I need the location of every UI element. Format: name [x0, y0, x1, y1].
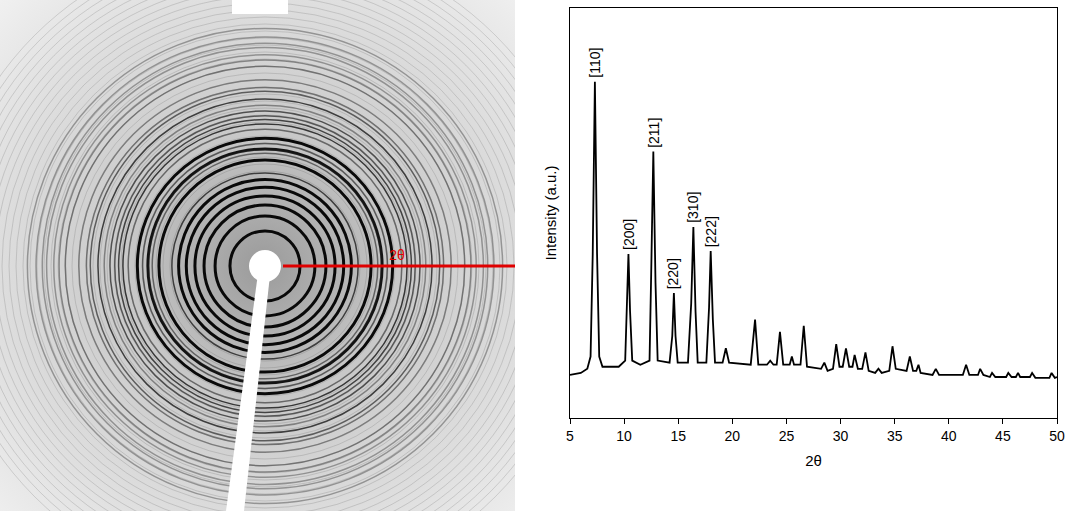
svg-text:50: 50: [1049, 428, 1065, 444]
svg-text:[211]: [211]: [646, 118, 662, 148]
svg-text:[220]: [220]: [665, 258, 681, 289]
svg-text:30: 30: [833, 428, 849, 444]
svg-text:20: 20: [725, 428, 741, 444]
svg-text:[110]: [110]: [587, 48, 603, 78]
svg-text:40: 40: [941, 428, 957, 444]
svg-text:35: 35: [887, 428, 903, 444]
svg-text:[222]: [222]: [703, 216, 719, 247]
svg-text:2θ: 2θ: [805, 452, 822, 469]
svg-text:45: 45: [995, 428, 1011, 444]
svg-text:2θ: 2θ: [389, 247, 405, 263]
svg-text:[310]: [310]: [685, 192, 701, 223]
svg-text:25: 25: [779, 428, 795, 444]
svg-text:5: 5: [566, 428, 574, 444]
svg-text:[200]: [200]: [621, 219, 637, 250]
svg-text:15: 15: [670, 428, 686, 444]
svg-text:Intensity (a.u.): Intensity (a.u.): [542, 165, 559, 260]
svg-text:10: 10: [616, 428, 632, 444]
